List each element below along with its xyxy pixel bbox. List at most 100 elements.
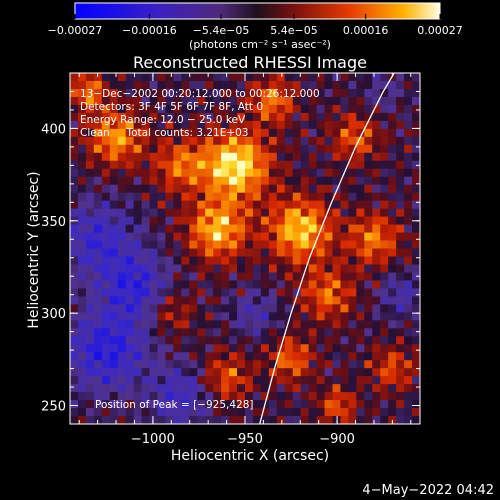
- heatmap-cell: [213, 264, 222, 274]
- heatmap-cell: [260, 368, 270, 377]
- heatmap-cell: [133, 416, 143, 424]
- heatmap-cell: [197, 144, 206, 154]
- heatmap-cell: [300, 104, 310, 114]
- heatmap-cell: [213, 73, 222, 82]
- heatmap-cell: [396, 392, 405, 401]
- heatmap-cell: [245, 152, 254, 162]
- heatmap-cell: [412, 264, 420, 274]
- heatmap-cell: [189, 312, 198, 321]
- heatmap-cell: [364, 400, 373, 409]
- heatmap-cell: [292, 248, 302, 258]
- heatmap-cell: [213, 160, 222, 170]
- heatmap-cell: [197, 168, 206, 178]
- heatmap-cell: [157, 96, 167, 106]
- heatmap-cell: [85, 216, 95, 226]
- heatmap-cell: [324, 312, 334, 321]
- heatmap-cell: [213, 256, 222, 266]
- heatmap-cell: [316, 152, 326, 162]
- heatmap-cell: [125, 112, 135, 122]
- heatmap-cell: [316, 136, 326, 146]
- heatmap-cell: [412, 392, 420, 401]
- heatmap-cell: [93, 408, 103, 417]
- heatmap-cell: [324, 328, 334, 337]
- heatmap-cell: [70, 160, 79, 170]
- heatmap-cell: [101, 352, 111, 361]
- heatmap-cell: [324, 216, 334, 226]
- heatmap-cell: [324, 208, 334, 218]
- heatmap-cell: [133, 264, 143, 274]
- heatmap-cell: [101, 328, 111, 337]
- heatmap-cell: [117, 184, 127, 194]
- heatmap-cell: [404, 296, 413, 305]
- heatmap-cell: [356, 368, 365, 377]
- heatmap-cell: [173, 344, 182, 353]
- heatmap-cell: [221, 400, 230, 409]
- heatmap-cell: [101, 192, 111, 202]
- heatmap-cell: [412, 376, 420, 385]
- heatmap-cell: [300, 344, 310, 353]
- heatmap-cell: [292, 288, 302, 297]
- heatmap-cell: [93, 88, 103, 98]
- heatmap-cell: [117, 400, 127, 409]
- heatmap-cell: [340, 280, 350, 289]
- heatmap-cell: [340, 240, 350, 250]
- heatmap-cell: [125, 248, 135, 258]
- heatmap-cell: [308, 336, 318, 345]
- heatmap-cell: [165, 272, 175, 282]
- heatmap-cell: [348, 384, 357, 393]
- heatmap-cell: [356, 400, 365, 409]
- heatmap-cell: [260, 152, 270, 162]
- heatmap-cell: [380, 280, 389, 289]
- heatmap-cell: [284, 408, 294, 417]
- heatmap-cell: [157, 400, 167, 409]
- heatmap-cell: [340, 328, 350, 337]
- heatmap-cell: [85, 120, 95, 130]
- heatmap-cell: [332, 248, 342, 258]
- heatmap-cell: [197, 224, 206, 234]
- heatmap-cell: [181, 312, 190, 321]
- heatmap-cell: [396, 272, 405, 282]
- heatmap-cell: [189, 88, 198, 98]
- heatmap-cell: [412, 248, 420, 258]
- heatmap-cell: [276, 104, 286, 114]
- heatmap-cell: [268, 216, 278, 226]
- heatmap-cell: [324, 256, 334, 266]
- heatmap-cell: [141, 104, 151, 114]
- heatmap-cell: [101, 376, 111, 385]
- heatmap-cell: [109, 416, 119, 424]
- heatmap-cell: [380, 168, 389, 178]
- heatmap-cell: [70, 200, 79, 210]
- heatmap-cell: [308, 176, 318, 186]
- heatmap-cell: [181, 336, 190, 345]
- heatmap-cell: [388, 144, 397, 154]
- heatmap-cell: [308, 184, 318, 194]
- heatmap-cell: [173, 176, 182, 186]
- heatmap-cell: [149, 192, 159, 202]
- heatmap-cell: [412, 344, 420, 353]
- heatmap-cell: [133, 360, 143, 369]
- heatmap-cell: [308, 144, 318, 154]
- heatmap-cell: [117, 176, 127, 186]
- heatmap-cell: [372, 344, 381, 353]
- heatmap-cell: [165, 312, 175, 321]
- heatmap-cell: [205, 160, 214, 170]
- heatmap-cell: [109, 152, 119, 162]
- heatmap-cell: [101, 320, 111, 329]
- heatmap-cell: [412, 232, 420, 242]
- heatmap-cell: [205, 408, 214, 417]
- heatmap-cell: [229, 192, 238, 202]
- heatmap-cell: [388, 320, 397, 329]
- heatmap-cell: [412, 104, 420, 114]
- heatmap-cell: [276, 368, 286, 377]
- heatmap-cell: [252, 400, 262, 409]
- colorbar-gradient: [74, 2, 441, 20]
- heatmap-cell: [237, 128, 246, 138]
- heatmap-cell: [157, 376, 167, 385]
- heatmap-cell: [300, 392, 310, 401]
- heatmap-cell: [276, 160, 286, 170]
- heatmap-cell: [157, 232, 167, 242]
- heatmap-cell: [364, 360, 373, 369]
- heatmap-cell: [268, 96, 278, 106]
- heatmap-cell: [229, 312, 238, 321]
- heatmap-cell: [133, 368, 143, 377]
